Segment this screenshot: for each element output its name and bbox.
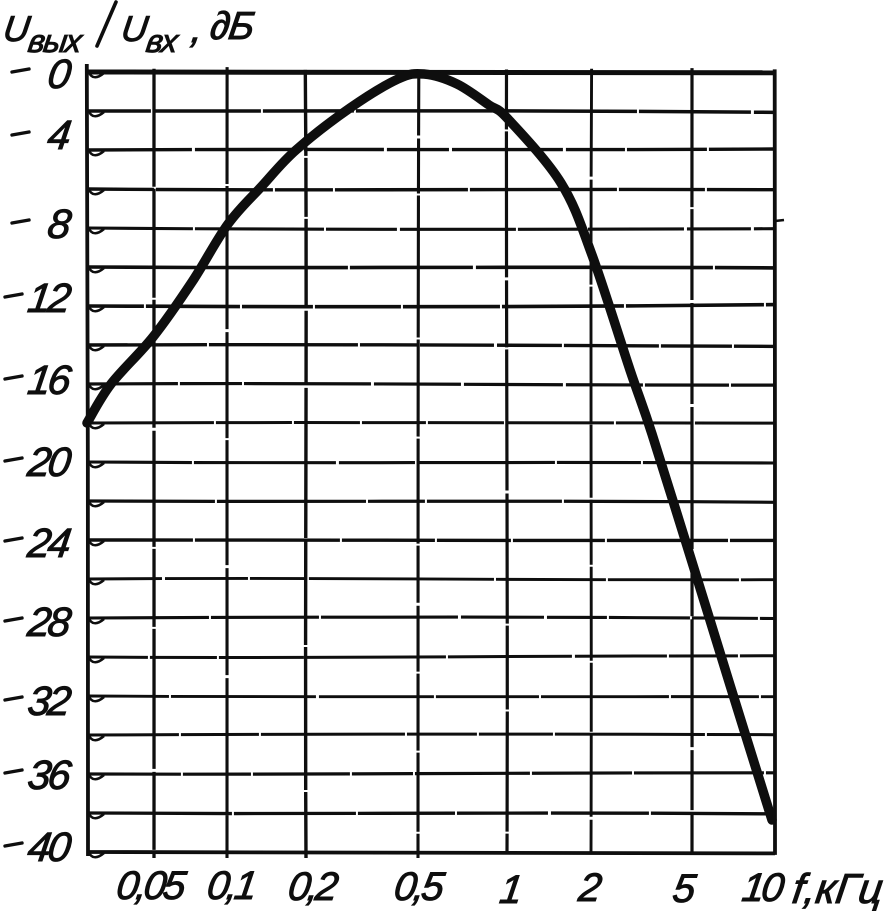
svg-text:24: 24 <box>24 520 73 566</box>
svg-text:вых: вых <box>26 23 86 59</box>
svg-text:16: 16 <box>25 357 74 403</box>
svg-text:0,5: 0,5 <box>391 864 448 909</box>
svg-text:f,кГц: f,кГц <box>790 865 887 911</box>
svg-text:вх: вх <box>144 23 182 59</box>
svg-text:10: 10 <box>740 865 788 910</box>
svg-text:∂Б: ∂Б <box>208 5 257 48</box>
svg-text:0,2: 0,2 <box>285 864 341 909</box>
svg-text:12: 12 <box>25 275 74 321</box>
svg-text:U: U <box>1 8 34 49</box>
svg-text:0,05: 0,05 <box>114 863 190 908</box>
svg-text:0,1: 0,1 <box>204 863 257 908</box>
